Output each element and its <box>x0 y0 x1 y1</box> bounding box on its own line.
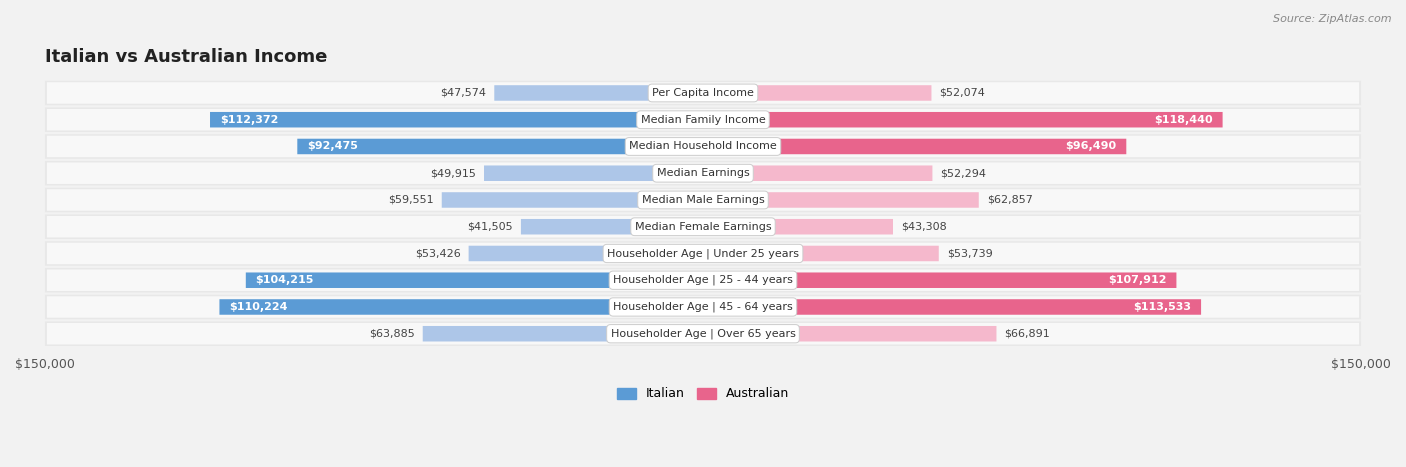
FancyBboxPatch shape <box>45 241 1361 266</box>
Text: $110,224: $110,224 <box>229 302 288 312</box>
Text: Median Earnings: Median Earnings <box>657 168 749 178</box>
FancyBboxPatch shape <box>484 165 703 181</box>
Text: $53,426: $53,426 <box>415 248 461 258</box>
FancyBboxPatch shape <box>46 216 1360 237</box>
FancyBboxPatch shape <box>297 139 703 154</box>
FancyBboxPatch shape <box>46 82 1360 104</box>
Text: Median Household Income: Median Household Income <box>628 142 778 151</box>
Text: Householder Age | Over 65 years: Householder Age | Over 65 years <box>610 328 796 339</box>
Text: Source: ZipAtlas.com: Source: ZipAtlas.com <box>1274 14 1392 24</box>
Text: $49,915: $49,915 <box>430 168 477 178</box>
Text: Median Male Earnings: Median Male Earnings <box>641 195 765 205</box>
FancyBboxPatch shape <box>703 192 979 208</box>
Text: $52,074: $52,074 <box>939 88 986 98</box>
FancyBboxPatch shape <box>703 165 932 181</box>
FancyBboxPatch shape <box>46 189 1360 211</box>
Text: Householder Age | 45 - 64 years: Householder Age | 45 - 64 years <box>613 302 793 312</box>
FancyBboxPatch shape <box>45 188 1361 212</box>
FancyBboxPatch shape <box>703 112 1223 127</box>
FancyBboxPatch shape <box>703 299 1201 315</box>
FancyBboxPatch shape <box>703 246 939 261</box>
Text: $96,490: $96,490 <box>1066 142 1116 151</box>
Text: $53,739: $53,739 <box>946 248 993 258</box>
FancyBboxPatch shape <box>209 112 703 127</box>
FancyBboxPatch shape <box>46 296 1360 318</box>
FancyBboxPatch shape <box>703 272 1177 288</box>
Text: $59,551: $59,551 <box>388 195 434 205</box>
FancyBboxPatch shape <box>45 134 1361 159</box>
Text: $47,574: $47,574 <box>440 88 486 98</box>
FancyBboxPatch shape <box>46 323 1360 345</box>
FancyBboxPatch shape <box>219 299 703 315</box>
FancyBboxPatch shape <box>441 192 703 208</box>
Text: Median Family Income: Median Family Income <box>641 115 765 125</box>
FancyBboxPatch shape <box>46 163 1360 184</box>
FancyBboxPatch shape <box>468 246 703 261</box>
FancyBboxPatch shape <box>45 161 1361 185</box>
FancyBboxPatch shape <box>45 214 1361 239</box>
Text: Median Female Earnings: Median Female Earnings <box>634 222 772 232</box>
Text: $112,372: $112,372 <box>219 115 278 125</box>
FancyBboxPatch shape <box>46 136 1360 157</box>
FancyBboxPatch shape <box>703 139 1126 154</box>
Text: $107,912: $107,912 <box>1108 275 1167 285</box>
FancyBboxPatch shape <box>520 219 703 234</box>
Text: $104,215: $104,215 <box>256 275 314 285</box>
FancyBboxPatch shape <box>46 109 1360 130</box>
Legend: Italian, Australian: Italian, Australian <box>612 382 794 405</box>
Text: $41,505: $41,505 <box>467 222 513 232</box>
FancyBboxPatch shape <box>423 326 703 341</box>
FancyBboxPatch shape <box>45 268 1361 292</box>
FancyBboxPatch shape <box>703 219 893 234</box>
Text: $43,308: $43,308 <box>901 222 946 232</box>
Text: $62,857: $62,857 <box>987 195 1032 205</box>
FancyBboxPatch shape <box>703 85 931 101</box>
FancyBboxPatch shape <box>45 107 1361 132</box>
FancyBboxPatch shape <box>246 272 703 288</box>
Text: $118,440: $118,440 <box>1154 115 1213 125</box>
FancyBboxPatch shape <box>45 81 1361 105</box>
FancyBboxPatch shape <box>46 269 1360 291</box>
Text: Householder Age | Under 25 years: Householder Age | Under 25 years <box>607 248 799 259</box>
Text: $113,533: $113,533 <box>1133 302 1191 312</box>
FancyBboxPatch shape <box>495 85 703 101</box>
Text: Householder Age | 25 - 44 years: Householder Age | 25 - 44 years <box>613 275 793 285</box>
FancyBboxPatch shape <box>45 321 1361 346</box>
FancyBboxPatch shape <box>703 326 997 341</box>
Text: $63,885: $63,885 <box>370 329 415 339</box>
Text: $52,294: $52,294 <box>941 168 987 178</box>
Text: Per Capita Income: Per Capita Income <box>652 88 754 98</box>
FancyBboxPatch shape <box>45 295 1361 319</box>
FancyBboxPatch shape <box>46 243 1360 264</box>
Text: $66,891: $66,891 <box>1004 329 1050 339</box>
Text: Italian vs Australian Income: Italian vs Australian Income <box>45 48 328 66</box>
Text: $92,475: $92,475 <box>307 142 359 151</box>
